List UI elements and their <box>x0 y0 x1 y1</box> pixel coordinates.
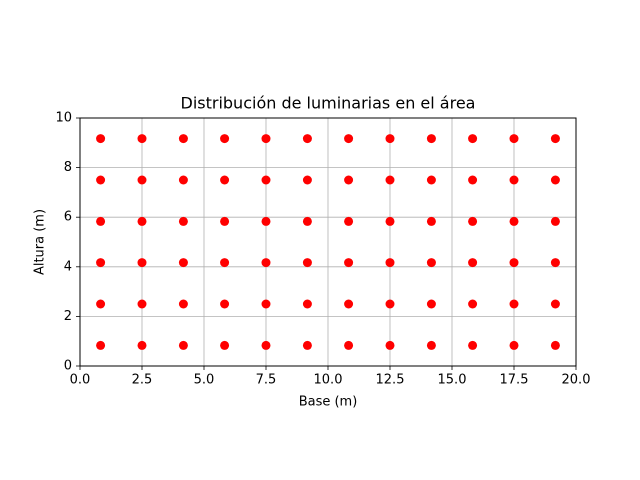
point <box>261 216 271 226</box>
y-tick-label: 10 <box>55 111 72 126</box>
x-tick-label: 5.0 <box>194 373 215 388</box>
point <box>96 258 106 268</box>
point <box>178 175 188 185</box>
point <box>344 134 354 144</box>
point <box>178 134 188 144</box>
point <box>220 216 230 226</box>
point <box>261 175 271 185</box>
point <box>137 299 147 309</box>
point <box>96 134 106 144</box>
x-tick-label: 12.5 <box>376 373 405 388</box>
point <box>385 258 395 268</box>
point <box>468 258 478 268</box>
point <box>344 340 354 350</box>
point <box>261 258 271 268</box>
x-tick-label: 15.0 <box>438 373 467 388</box>
point <box>220 134 230 144</box>
point <box>137 258 147 268</box>
point <box>426 134 436 144</box>
point <box>550 175 560 185</box>
point <box>302 340 312 350</box>
point <box>220 299 230 309</box>
point <box>137 134 147 144</box>
point <box>344 258 354 268</box>
point <box>509 134 519 144</box>
point <box>550 258 560 268</box>
point <box>468 175 478 185</box>
point <box>96 216 106 226</box>
point <box>96 340 106 350</box>
x-tick-label: 7.5 <box>256 373 277 388</box>
plot-frame <box>79 117 577 367</box>
point <box>344 299 354 309</box>
x-tick-label: 20.0 <box>562 373 591 388</box>
x-axis-label: Base (m) <box>299 395 358 410</box>
point <box>550 340 560 350</box>
point <box>302 175 312 185</box>
point <box>385 299 395 309</box>
chart-title: Distribución de luminarias en el área <box>181 94 476 113</box>
point <box>468 216 478 226</box>
point <box>385 175 395 185</box>
point <box>178 258 188 268</box>
point <box>261 340 271 350</box>
x-tick-label: 17.5 <box>500 373 529 388</box>
point <box>426 175 436 185</box>
point <box>550 299 560 309</box>
point <box>468 299 478 309</box>
x-tick-label: 10.0 <box>314 373 343 388</box>
point <box>261 134 271 144</box>
point <box>137 175 147 185</box>
point <box>550 216 560 226</box>
point <box>550 134 560 144</box>
y-tick-label: 4 <box>64 259 72 274</box>
point <box>385 216 395 226</box>
point <box>178 216 188 226</box>
point <box>385 340 395 350</box>
point <box>426 340 436 350</box>
x-tick-label: 0.0 <box>70 373 91 388</box>
point <box>509 258 519 268</box>
point <box>426 299 436 309</box>
y-tick-label: 6 <box>64 210 72 225</box>
point <box>302 134 312 144</box>
point <box>385 134 395 144</box>
point <box>261 299 271 309</box>
point <box>302 258 312 268</box>
y-tick-label: 0 <box>64 359 72 374</box>
point <box>344 175 354 185</box>
point <box>178 299 188 309</box>
point <box>178 340 188 350</box>
x-tick-label: 2.5 <box>132 373 153 388</box>
point <box>220 258 230 268</box>
point <box>302 216 312 226</box>
point <box>96 175 106 185</box>
point <box>220 340 230 350</box>
point <box>509 216 519 226</box>
y-axis-label: Altura (m) <box>33 209 48 275</box>
point <box>509 175 519 185</box>
point <box>509 299 519 309</box>
point <box>426 216 436 226</box>
point <box>344 216 354 226</box>
point <box>137 340 147 350</box>
point <box>468 340 478 350</box>
y-tick-label: 8 <box>64 160 72 175</box>
point <box>302 299 312 309</box>
y-tick-label: 2 <box>64 309 72 324</box>
point <box>96 299 106 309</box>
point <box>509 340 519 350</box>
point <box>468 134 478 144</box>
point <box>137 216 147 226</box>
point <box>426 258 436 268</box>
point <box>220 175 230 185</box>
